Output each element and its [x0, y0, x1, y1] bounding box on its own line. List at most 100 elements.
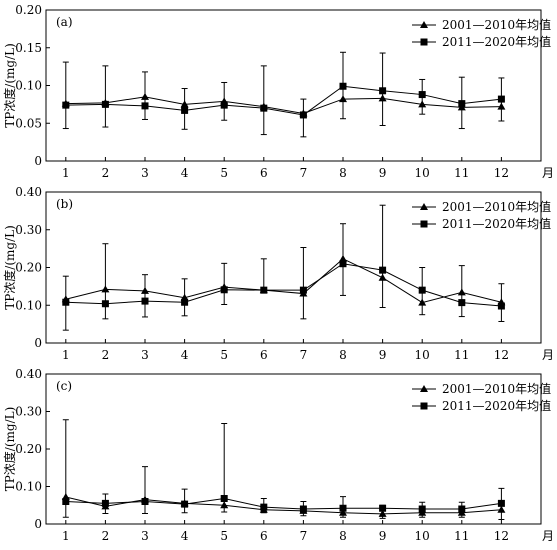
error-bar [142, 466, 148, 514]
legend: 2001—2010年均值 2011—2020年均值 [412, 199, 551, 231]
x-tick-label: 3 [141, 166, 149, 180]
x-tick-label: 9 [379, 348, 387, 362]
y-tick-label: 0 [34, 336, 42, 350]
data-point-triangle [378, 273, 387, 281]
data-point-square [339, 82, 347, 90]
x-tick-label: 8 [339, 348, 347, 362]
plot-frame [45, 9, 542, 162]
panel-label: (b) [56, 197, 73, 211]
y-tick-label: 0 [34, 517, 42, 531]
y-tick-label: 0.20 [15, 3, 42, 17]
x-tick-label: 8 [339, 166, 347, 180]
legend-marker-triangle [420, 385, 428, 392]
series-line-2001-2010 [65, 96, 502, 114]
error-bar [300, 246, 307, 320]
y-tick-label: 0.15 [15, 41, 42, 55]
data-point-square [141, 102, 149, 110]
data-point-square [379, 87, 387, 95]
legend-label: 2011—2020年均值 [442, 34, 551, 49]
legend-marker-triangle [420, 21, 428, 28]
panel-label: (a) [56, 15, 73, 29]
x-tick-label: 4 [181, 529, 189, 543]
data-point-triangle [220, 501, 229, 509]
x-tick-label: 2 [102, 529, 110, 543]
data-point-triangle [418, 100, 427, 108]
x-tick-label: 9 [379, 166, 387, 180]
x-tick-label: 10 [415, 166, 430, 180]
data-point-square [260, 104, 268, 112]
x-tick-label: 12 [494, 348, 509, 362]
y-tick-label: 0.20 [15, 442, 42, 456]
data-point-triangle [141, 92, 149, 100]
plot-frame [45, 191, 542, 344]
data-point-square [260, 503, 268, 511]
legend: 2001—2010年均值 2011—2020年均值 [412, 17, 551, 49]
data-point-square [181, 298, 189, 306]
data-point-triangle [418, 298, 427, 306]
data-point-square [418, 91, 426, 99]
x-tick-label: 10 [415, 529, 430, 543]
data-point-square [62, 101, 70, 109]
x-tick-label: 4 [181, 348, 189, 362]
data-point-square [181, 106, 189, 114]
x-tick-label: 5 [220, 529, 228, 543]
data-point-square [379, 504, 387, 512]
data-point-square [62, 498, 70, 505]
data-point-triangle [378, 509, 387, 517]
data-point-triangle [378, 94, 387, 102]
data-point-square [101, 300, 109, 308]
data-point-square [339, 504, 347, 512]
y-tick-label: 0.05 [15, 116, 42, 130]
data-point-triangle [101, 285, 110, 293]
x-tick-label: 6 [260, 348, 268, 362]
data-point-square [220, 286, 228, 294]
legend-marker-square [420, 402, 428, 410]
x-unit-label: 月 [542, 529, 554, 543]
data-point-square [299, 111, 307, 119]
data-point-triangle [141, 286, 149, 294]
error-bar [260, 65, 267, 136]
x-tick-label: 1 [62, 348, 70, 362]
data-point-square [220, 101, 228, 109]
legend-label: 2001—2010年均值 [442, 17, 551, 32]
x-tick-label: 5 [220, 166, 228, 180]
x-tick-label: 7 [300, 348, 308, 362]
y-tick-label: 0.40 [15, 367, 42, 381]
x-tick-label: 12 [494, 166, 509, 180]
x-tick-label: 1 [62, 529, 70, 543]
data-point-square [418, 286, 426, 294]
data-point-square [458, 100, 466, 108]
data-point-triangle [339, 508, 347, 516]
x-tick-label: 5 [220, 348, 228, 362]
series-line-2011-2020 [65, 85, 502, 116]
x-tick-label: 8 [339, 529, 347, 543]
x-tick-label: 4 [181, 166, 189, 180]
data-point-square [220, 495, 228, 502]
data-point-square [379, 266, 387, 274]
x-tick-label: 10 [415, 348, 430, 362]
data-point-square [101, 499, 109, 507]
data-point-square [141, 297, 149, 305]
y-tick-label: 0.40 [15, 185, 42, 199]
y-tick-label: 0.10 [15, 298, 42, 312]
data-point-triangle [180, 100, 189, 108]
series-line-2001-2010 [65, 496, 502, 515]
data-point-square [418, 505, 426, 513]
data-point-square [181, 500, 189, 508]
error-bar [102, 65, 109, 128]
data-point-square [299, 505, 307, 513]
x-tick-label: 3 [141, 348, 149, 362]
data-point-square [339, 260, 347, 268]
y-tick-label: 0 [34, 154, 42, 168]
x-tick-label: 12 [494, 529, 509, 543]
y-tick-label: 0.20 [15, 261, 42, 275]
legend-label: 2001—2010年均值 [442, 199, 551, 214]
x-tick-label: 11 [454, 166, 469, 180]
error-bar [62, 61, 69, 130]
legend-label: 2001—2010年均值 [442, 381, 551, 396]
chart-panel-3: 00.100.200.300.401 2 3 4 5 6 7 8 9 10 11 12 月TP浓度/(m… [2, 367, 554, 543]
x-tick-label: 1 [62, 166, 70, 180]
data-point-square [497, 499, 505, 507]
x-tick-label: 11 [454, 348, 469, 362]
y-axis-title: TP浓度/(mg/L) [2, 225, 17, 310]
